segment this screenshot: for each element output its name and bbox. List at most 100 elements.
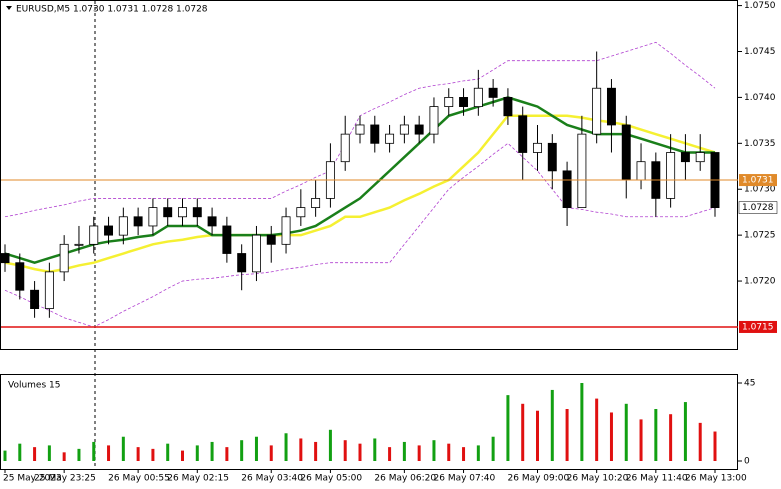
candle-body [399, 124, 409, 135]
volume-bar [284, 433, 288, 461]
x-tick-label: 26 May 00:55 [108, 474, 170, 484]
candle-body [577, 133, 587, 208]
volume-bar [314, 441, 318, 461]
x-tick-label: 25 May 23:25 [34, 474, 96, 484]
candle-body [562, 170, 572, 208]
x-tick-label: 26 May 10:20 [567, 474, 629, 484]
volume-bar [225, 447, 229, 461]
y-tick-label: 1.0750 [744, 1, 776, 11]
candle-body [222, 225, 232, 254]
candle-body [473, 87, 483, 107]
y-tick-label: 1.0745 [744, 47, 776, 57]
candle-body [207, 216, 217, 227]
candle-body [503, 97, 513, 117]
volume-bar [343, 440, 347, 461]
volume-bar [328, 429, 332, 461]
candle-body [104, 225, 114, 236]
candle-body [148, 207, 158, 227]
candle-body [533, 142, 542, 153]
volume-bar [521, 403, 525, 461]
volume-bar [417, 445, 421, 461]
x-tick-label: 25 May 2023 [3, 474, 62, 484]
volume-bar [683, 402, 687, 461]
level-tag [739, 174, 777, 187]
volume-bar [373, 438, 377, 461]
x-tick-label: 26 May 07:40 [434, 474, 496, 484]
y-tick-label: 1.0735 [744, 139, 776, 149]
y-tick-label: 1.0740 [744, 93, 776, 103]
volume-bar [462, 447, 466, 461]
volume-bar [639, 419, 643, 461]
candle-body [666, 152, 676, 199]
candle-body [385, 133, 395, 144]
volume-bar [254, 436, 258, 461]
candle-body [192, 207, 202, 218]
volume-bar [402, 441, 406, 461]
y-tick-label: 1.0720 [744, 277, 776, 287]
volume-bar [713, 431, 717, 461]
volume-bar [388, 447, 392, 461]
candle-body [163, 207, 173, 218]
candle-body [30, 289, 40, 309]
volume-bar [698, 422, 702, 461]
y-tick-label: 0 [744, 457, 750, 467]
volume-bar [506, 395, 510, 461]
candle-body [237, 253, 247, 273]
candle-body [680, 152, 690, 163]
volume-bar [624, 403, 628, 461]
candle-body [133, 216, 143, 227]
menu-icon [6, 6, 12, 10]
volume-bar [210, 441, 214, 461]
candle-body [74, 243, 84, 246]
volume-bar [447, 443, 451, 461]
x-tick-label: 26 May 13:00 [685, 474, 747, 484]
volume-bar [669, 414, 673, 461]
volume-bar [166, 443, 170, 461]
candle-body [370, 124, 380, 144]
volume-bar [47, 445, 51, 461]
volume-bar [92, 441, 96, 461]
last-price-label: 1.0728 [742, 203, 774, 213]
level-label: 1.0731 [742, 176, 774, 186]
candle-body [414, 124, 424, 135]
volume-bar [62, 452, 66, 461]
candle-body [251, 234, 261, 273]
candle-body [695, 152, 705, 163]
x-tick-label: 26 May 11:40 [626, 474, 688, 484]
volume-bar [432, 440, 436, 461]
level-label: 1.0715 [742, 322, 774, 332]
volume-bar [121, 436, 125, 461]
candle-body [118, 216, 128, 236]
volume-bar [269, 445, 273, 461]
candle-body [311, 198, 321, 208]
x-tick-label: 26 May 06:20 [374, 474, 436, 484]
candle-body [488, 87, 498, 98]
candle-body [281, 216, 291, 245]
candle-body [340, 133, 350, 163]
volume-bar [595, 398, 599, 461]
volume-bar [358, 443, 362, 461]
price-pane [0, 0, 738, 350]
candle-body [592, 87, 602, 135]
candle-body [606, 87, 616, 126]
volume-bar [491, 436, 495, 461]
x-tick-label: 26 May 09:00 [508, 474, 570, 484]
volume-bar [476, 445, 480, 461]
volume-bar [77, 448, 81, 461]
candle-body [444, 97, 454, 107]
volume-title: Volumes 15 [8, 381, 60, 391]
volume-bar [536, 410, 539, 461]
candle-body [0, 253, 10, 264]
last-price-tag [738, 201, 778, 214]
volume-bar [299, 438, 303, 461]
candle-body [355, 124, 365, 135]
volume-bar [565, 409, 569, 461]
candle-body [429, 106, 439, 135]
x-tick-label: 26 May 03:40 [241, 474, 303, 484]
indicator-line [4, 142, 716, 328]
volume-bar [609, 412, 613, 461]
candle-body [547, 142, 557, 172]
candle-body [266, 234, 276, 245]
candle-body [44, 271, 54, 309]
